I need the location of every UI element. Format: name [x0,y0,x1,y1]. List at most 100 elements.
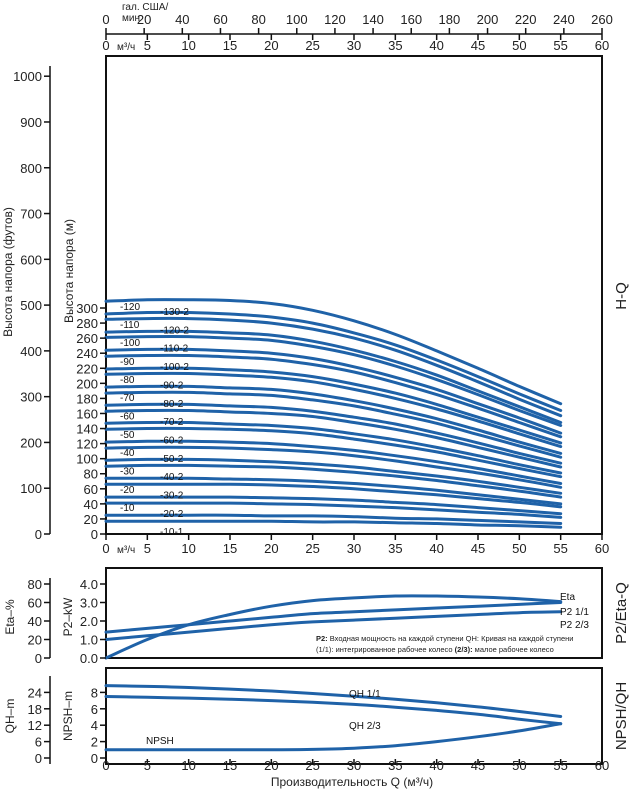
x-tick-label: 35 [388,38,402,53]
hq-curve-labels: -130-2-120-120-2-110-110-2-100-100-2-90-… [120,302,189,538]
x-tick-label: 0 [102,38,109,53]
p2-note-line-1: P2: Входная мощность на каждой ступени Q… [316,634,573,643]
x-tick-label: 25 [305,758,319,773]
npsh-side-title: NPSH/QH [613,682,630,750]
p2-tick-label: 1.0 [80,633,98,648]
eta-curve-label: Eta [560,592,575,603]
qh-11-curve-label: QH 1/1 [349,689,381,700]
hq-curve-label: -100-2 [160,362,189,373]
p2-11-curve-label: P2 1/1 [560,607,589,618]
qh-tick-label: 6 [35,735,42,750]
hq-curve [104,445,563,489]
ft-tick-label: 200 [20,435,42,450]
hq-curve-label: -120-2 [160,325,189,336]
hq-curve-label: -30-2 [160,490,184,501]
x-tick-label: 30 [347,541,361,556]
eta-axis-title: Eta–% [3,599,17,635]
x-tick-label: 120 [324,12,346,27]
x-tick-label: 40 [429,38,443,53]
x-tick-label: 10 [181,758,195,773]
hq-panel: -130-2-120-120-2-110-110-2-100-100-2-90-… [1,55,630,556]
hq-curve-label: -30 [120,466,135,477]
hq-curve-label: -80-2 [160,399,184,410]
hq-curve [104,482,563,509]
hq-curve [104,371,563,449]
hq-curve [104,426,563,479]
hq-curve-label: -20 [120,485,135,496]
hq-curve [104,390,563,459]
m-tick-label: 180 [76,391,98,406]
hq-curve [104,457,563,495]
x-tick-label: 55 [553,38,567,53]
hq-curve [104,366,563,445]
ft-tick-label: 700 [20,207,42,222]
npsh-qh-curves [104,684,563,752]
m-tick-label: 200 [76,376,98,391]
eta-tick-label: 0 [35,651,42,666]
x-tick-label: 25 [305,541,319,556]
eta-tick-label: 40 [28,614,42,629]
x-tick-label: 200 [477,12,499,27]
gpm-unit-label-1: гал. США/ [122,2,168,13]
x-tick-label: 160 [400,12,422,27]
npsh-tick-label: 8 [91,685,98,700]
npsh-tick-label: 2 [91,735,98,750]
m3h-top-unit: м³/ч [117,42,135,53]
x-tick-label: 100 [286,12,308,27]
hq-curve-label: -90 [120,357,135,368]
p2-eta-curve [104,601,563,634]
x-tick-label: 50 [512,541,526,556]
qh-tick-label: 18 [28,702,42,717]
m3h-top-tick-labels: 0 5 10 15 20 25 30 35 40 45 50 55 60 [102,34,609,53]
feet-axis: 0 100 200 300 400 500 600 700 800 900 1000 [13,69,50,542]
x-tick-label: 30 [347,38,361,53]
hq-side-title: H-Q [613,282,630,310]
x-axis-title: Производительность Q (м³/ч) [271,775,433,789]
qh-tick-label: 0 [35,751,42,766]
npsh-qh-curve [104,684,563,718]
meters-axis-title: Высота напора (м) [62,219,76,323]
hq-curve-label: -10 [120,503,135,514]
hq-curve-label: -70 [120,393,135,404]
hq-curve [104,316,563,418]
x-tick-label: 140 [362,12,384,27]
hq-curve [104,329,563,424]
x-tick-label: 45 [471,541,485,556]
x-tick-label: 60 [595,38,609,53]
m-tick-label: 260 [76,331,98,346]
hq-curve [104,476,563,506]
hq-curve [104,310,563,412]
qh-tick-label: 24 [28,685,42,700]
ft-tick-label: 900 [20,115,42,130]
npsh-axis: 02 46 8 [91,685,106,766]
npsh-axis-title: NPSH–m [61,691,75,741]
hq-curve [104,463,563,499]
x-tick-label: 5 [144,758,151,773]
hq-bottom-tick-labels: 0 5 10 15 20 25 30 35 40 45 50 55 60 [102,534,609,556]
eta-tick-label: 80 [28,577,42,592]
hq-curve [104,495,563,516]
bottom-tick-labels: 0 5 10 15 20 25 30 35 40 45 50 55 60 [102,758,609,773]
hq-curve [104,439,563,485]
p2-eta-curves [104,594,563,660]
x-tick-label: 30 [347,758,361,773]
qh-axis-title: QH–m [3,699,17,734]
m-tick-label: 280 [76,316,98,331]
hq-curve-label: -120 [120,302,140,313]
meters-axis: 0204060801001201401601802002202402602803… [76,301,106,542]
x-tick-label: 80 [251,12,265,27]
eta-tick-label: 60 [28,596,42,611]
ft-tick-label: 400 [20,344,42,359]
hq-curve-label: -110 [120,320,140,331]
hq-curve [104,402,563,465]
hq-curve-label: -80 [120,375,135,386]
top-axes: гал. США/ мин 0 20 40 60 80 100 120 140 160 180 20… [102,2,612,53]
x-tick-label: 40 [175,12,189,27]
feet-axis-title: Высота напора (футов) [1,207,15,337]
p2-eta-panel: 0.0 1.0 2.0 3.0 4.0 0 20 40 60 80 Eta–% P2–kW P2… [3,567,630,666]
p2-note-line-2: (1/1): интегрированное рабочее колесо (2… [316,645,554,654]
hq-curve-label: -40 [120,448,135,459]
x-tick-label: 35 [388,758,402,773]
x-tick-label: 240 [553,12,575,27]
